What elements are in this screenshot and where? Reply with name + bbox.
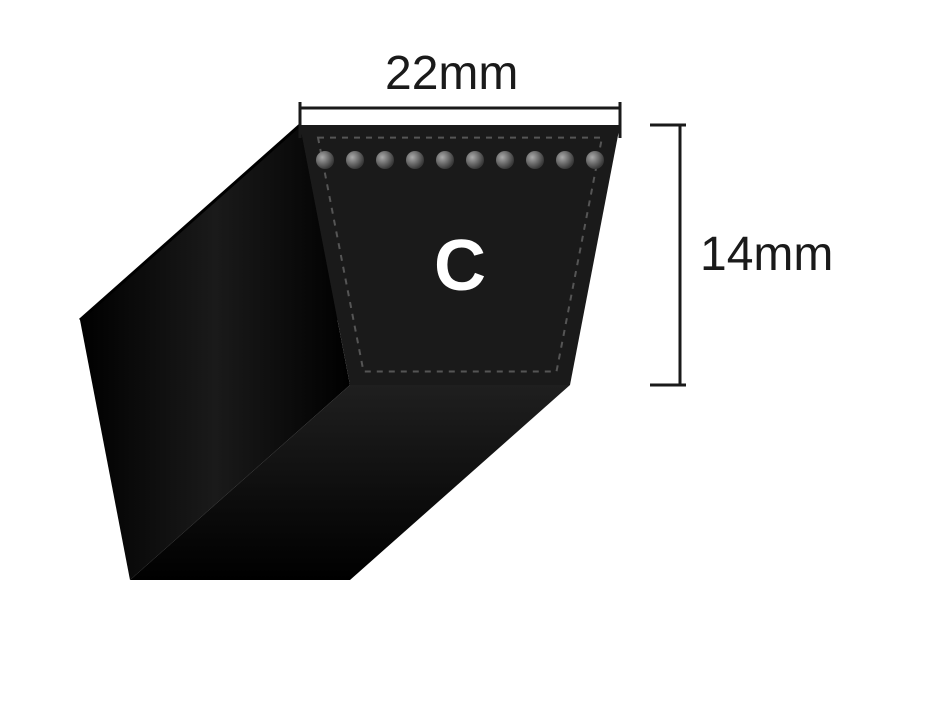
belt-section-mark: C — [434, 225, 486, 307]
belt-svg — [0, 0, 933, 700]
height-dimension-label: 14mm — [700, 227, 833, 282]
vbelt-diagram: 22mm 14mm C — [0, 0, 933, 700]
width-dimension-label: 22mm — [385, 46, 518, 101]
